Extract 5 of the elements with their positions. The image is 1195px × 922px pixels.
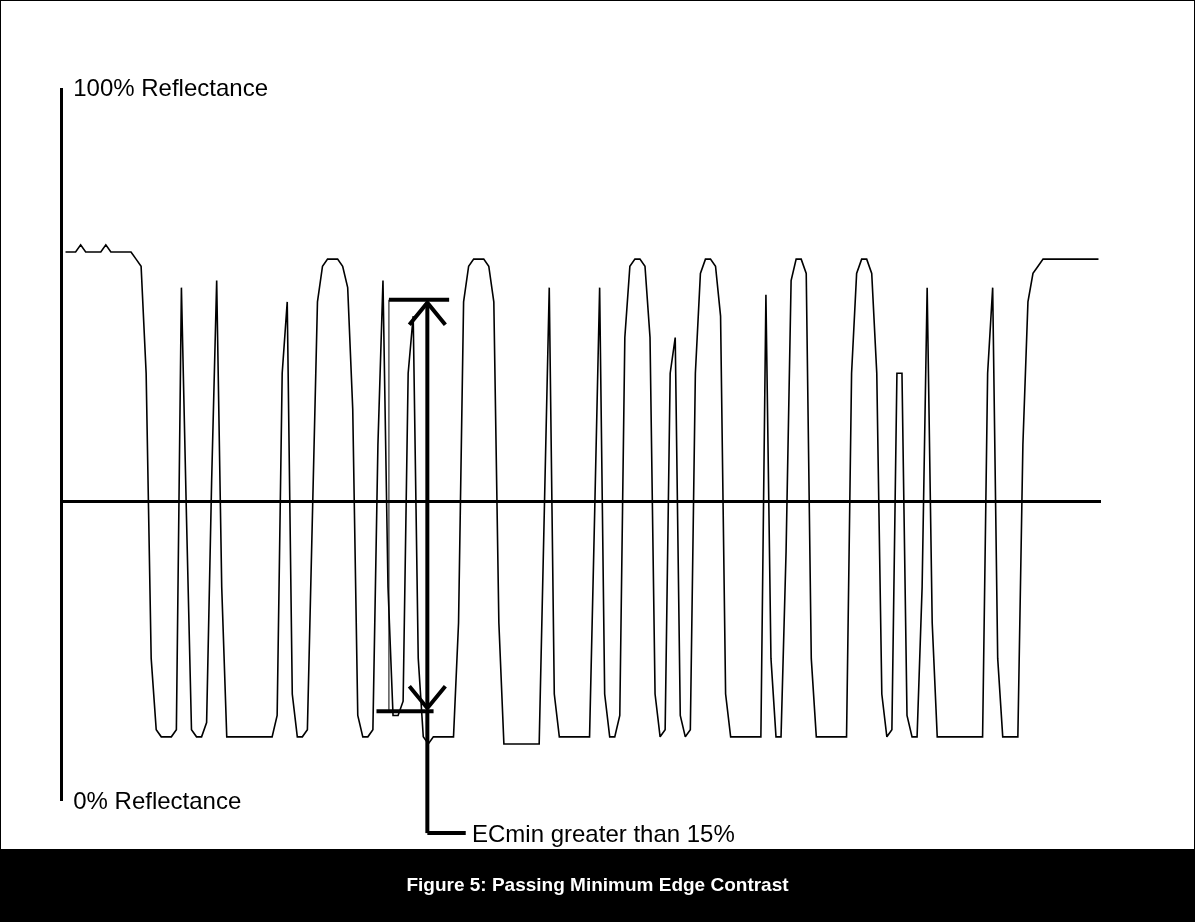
text: ECmin greater than 15% [472,820,735,847]
y-tick-label: 0% Reflectance [73,787,242,815]
y-tick-label: 100% Reflectance [73,74,268,102]
text: Figure 5: Passing Minimum Edge Contrast [1,849,1194,921]
line-series [64,244,1100,745]
